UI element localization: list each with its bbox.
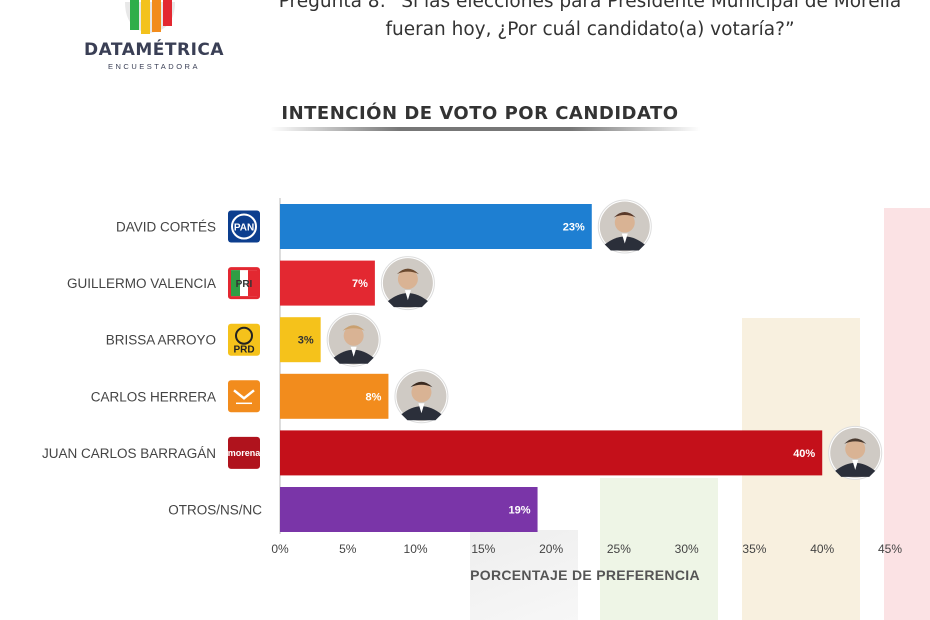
data-label: 8% — [366, 391, 382, 403]
x-tick-label: 30% — [675, 542, 699, 556]
brand-tagline: ENCUESTADORA — [108, 62, 200, 71]
pri-logo-icon: PRI — [228, 267, 260, 300]
background-band-pink — [884, 208, 930, 620]
data-label: 40% — [793, 448, 815, 460]
bar — [280, 487, 538, 532]
bar — [280, 373, 389, 419]
data-label: 19% — [509, 505, 531, 517]
data-label: 3% — [298, 335, 314, 347]
svg-text:PRI: PRI — [236, 279, 253, 290]
bar — [280, 204, 592, 249]
pan-logo-icon: PAN — [228, 210, 260, 243]
brand-name: DATAMÉTRICA — [83, 40, 225, 60]
morena-logo-icon: morena — [228, 436, 262, 469]
x-tick-label: 5% — [339, 542, 357, 556]
candidate-photo-icon — [597, 199, 652, 254]
prd-logo-icon: PRD — [228, 323, 260, 356]
x-tick-label: 45% — [878, 542, 902, 556]
data-label: 23% — [563, 222, 585, 234]
data-label: 7% — [352, 278, 368, 290]
candidate-photo-icon — [326, 312, 381, 367]
category-label: BRISSA ARROYO — [106, 333, 216, 348]
x-tick-label: 15% — [471, 542, 495, 556]
category-label: GUILLERMO VALENCIA — [67, 276, 216, 291]
x-tick-label: 35% — [742, 542, 766, 556]
bar — [280, 260, 375, 306]
x-tick-label: 10% — [404, 542, 428, 556]
svg-text:PRD: PRD — [233, 345, 254, 356]
category-label: OTROS/NS/NC — [168, 503, 262, 518]
bar — [280, 430, 823, 476]
candidate-photo-icon — [828, 425, 883, 480]
candidate-photo-icon — [394, 369, 449, 424]
background-band-gray — [470, 530, 578, 620]
x-tick-label: 0% — [271, 542, 289, 556]
svg-text:PAN: PAN — [234, 223, 254, 234]
category-label: CARLOS HERRERA — [91, 389, 216, 404]
title-underline — [270, 127, 700, 131]
candidate-photo-icon — [380, 256, 435, 311]
category-label: DAVID CORTÉS — [116, 220, 216, 235]
chart-title: INTENCIÓN DE VOTO POR CANDIDATO — [281, 103, 679, 124]
x-tick-label: 25% — [607, 542, 631, 556]
survey-question: Pregunta 8: “Si las elecciones para Pres… — [278, 0, 902, 40]
x-axis-label: PORCENTAJE DE PREFERENCIA — [470, 567, 700, 583]
svg-text:morena: morena — [228, 448, 262, 458]
x-tick-label: 20% — [539, 542, 563, 556]
background-band-green — [600, 478, 718, 620]
bar — [280, 317, 321, 363]
datametrica-logo-icon — [125, 0, 175, 34]
mc-logo-icon — [228, 380, 260, 413]
category-label: JUAN CARLOS BARRAGÁN — [42, 446, 216, 461]
x-tick-label: 40% — [810, 542, 834, 556]
